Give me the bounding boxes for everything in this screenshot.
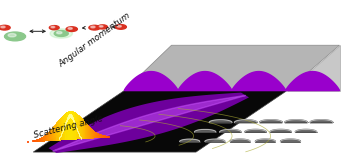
Polygon shape bbox=[270, 129, 292, 132]
Circle shape bbox=[50, 29, 72, 38]
Polygon shape bbox=[230, 139, 250, 142]
Circle shape bbox=[117, 25, 121, 27]
Polygon shape bbox=[281, 139, 300, 142]
Circle shape bbox=[51, 26, 55, 28]
Circle shape bbox=[1, 26, 5, 28]
Polygon shape bbox=[195, 129, 216, 132]
Polygon shape bbox=[256, 139, 275, 142]
Text: Angular momentum: Angular momentum bbox=[57, 11, 132, 69]
Polygon shape bbox=[220, 129, 241, 132]
Circle shape bbox=[89, 25, 100, 30]
Polygon shape bbox=[49, 93, 249, 153]
Circle shape bbox=[66, 27, 77, 31]
Polygon shape bbox=[260, 120, 282, 122]
Polygon shape bbox=[33, 91, 287, 152]
Circle shape bbox=[57, 32, 62, 34]
Circle shape bbox=[91, 26, 95, 28]
Circle shape bbox=[115, 25, 126, 29]
Polygon shape bbox=[285, 120, 308, 122]
Text: Scattering angle: Scattering angle bbox=[33, 114, 104, 140]
Polygon shape bbox=[205, 139, 225, 142]
Circle shape bbox=[5, 32, 26, 41]
Polygon shape bbox=[310, 120, 333, 122]
Circle shape bbox=[98, 25, 107, 29]
Polygon shape bbox=[245, 129, 266, 132]
Circle shape bbox=[54, 31, 68, 36]
Polygon shape bbox=[287, 45, 340, 91]
Polygon shape bbox=[124, 45, 340, 91]
Polygon shape bbox=[124, 72, 340, 91]
Polygon shape bbox=[209, 120, 232, 122]
Polygon shape bbox=[180, 139, 200, 142]
Circle shape bbox=[8, 33, 16, 37]
Circle shape bbox=[49, 26, 59, 30]
Circle shape bbox=[99, 26, 103, 27]
Circle shape bbox=[0, 25, 10, 30]
Polygon shape bbox=[234, 120, 257, 122]
Polygon shape bbox=[295, 129, 317, 132]
Circle shape bbox=[68, 28, 72, 29]
